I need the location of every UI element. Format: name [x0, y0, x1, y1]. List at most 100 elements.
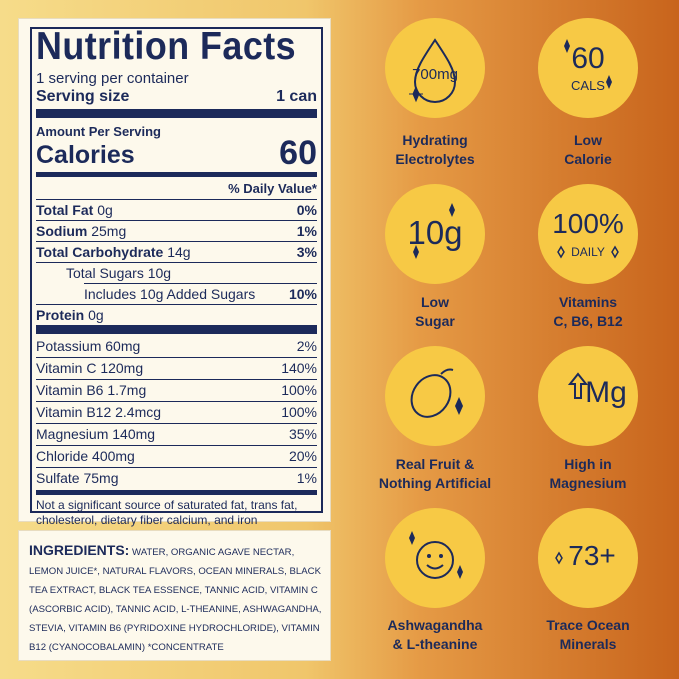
- calories-badge: 60 CALS: [538, 18, 638, 118]
- daily-value-header: % Daily Value*: [228, 181, 317, 196]
- divider: [36, 445, 317, 446]
- nutrient-row: Magnesium 140mg 35%: [36, 426, 317, 442]
- divider: [36, 199, 317, 200]
- sugar-caption: Low Sugar: [360, 293, 510, 331]
- sodium-label: Sodium: [36, 223, 88, 239]
- nutrient-row: Vitamin B12 2.4mcg 100%: [36, 404, 317, 420]
- nutrient-name: Sulfate 75mg: [36, 470, 119, 486]
- badge-caption-line: High in: [564, 456, 612, 472]
- divider: [36, 401, 317, 402]
- drop-icon: [409, 38, 457, 103]
- magnesium-symbol: Mg: [585, 376, 627, 409]
- sodium-row: Sodium 25mg 1%: [36, 223, 317, 239]
- smiley-icon: [409, 531, 463, 579]
- total-sugars: Total Sugars 10g: [66, 265, 172, 281]
- badge-caption-line: Low: [421, 294, 449, 310]
- badge-caption-line: Calorie: [564, 151, 612, 167]
- magnesium-icon: [567, 372, 589, 399]
- thick-divider: [36, 325, 317, 334]
- calories-row: Calories 60: [36, 134, 317, 172]
- carbohydrate-amount: 14g: [167, 244, 191, 260]
- protein-row: Protein 0g: [36, 307, 317, 323]
- divider: [36, 379, 317, 380]
- badge-caption-line: Low: [574, 132, 602, 148]
- calories-caption: Low Calorie: [513, 131, 663, 169]
- total-fat-row: Total Fat 0g 0%: [36, 202, 317, 218]
- calories-label: Calories: [36, 141, 135, 169]
- badge-caption-line: Vitamins: [558, 294, 618, 310]
- nutrient-name: Vitamin B6 1.7mg: [36, 382, 147, 398]
- nutrient-dv: 35%: [288, 426, 317, 442]
- divider: [84, 283, 317, 284]
- ingredients-list: WATER, ORGANIC AGAVE NECTAR, LEMON JUICE…: [29, 547, 322, 653]
- daily-label: DAILY: [571, 245, 605, 259]
- added-sugars-dv: 10%: [288, 286, 317, 302]
- nutrient-dv: 100%: [281, 382, 317, 398]
- fruit-badge: [385, 346, 485, 446]
- minerals-caption: Trace Ocean Minerals: [513, 616, 663, 654]
- calories-value: 60: [279, 134, 317, 172]
- vitamins-badge: 100% DAILY: [538, 184, 638, 284]
- total-fat-label: Total Fat: [36, 202, 94, 218]
- thick-divider: [36, 109, 317, 118]
- nutrient-dv: 1%: [296, 470, 317, 486]
- divider: [36, 220, 317, 221]
- sodium-dv: 1%: [296, 223, 317, 239]
- medium-divider: [36, 172, 317, 177]
- minerals-count: 73+: [568, 540, 616, 571]
- nutrient-dv: 2%: [296, 338, 317, 354]
- fruit-caption: Real Fruit & Nothing Artificial: [360, 455, 510, 493]
- divider: [36, 241, 317, 242]
- footnote-line: cholesterol, dietary fiber calcium, and …: [36, 513, 258, 527]
- divider: [36, 423, 317, 424]
- footnote: Not a significant source of saturated fa…: [36, 498, 317, 528]
- servings-per-container: 1 serving per container: [36, 70, 189, 87]
- nutrient-row: Sulfate 75mg 1%: [36, 470, 317, 486]
- divider: [36, 357, 317, 358]
- ashwagandha-badge: [385, 508, 485, 608]
- added-sugars-row: Includes 10g Added Sugars 10%: [84, 286, 317, 302]
- calories-number: 60: [571, 42, 605, 75]
- electrolytes-badge: 700mg: [385, 18, 485, 118]
- badge-caption-line: Minerals: [559, 636, 617, 652]
- magnesium-badge: Mg: [538, 346, 638, 446]
- magnesium-caption: High in Magnesium: [513, 455, 663, 493]
- protein-amount: 0g: [88, 307, 104, 323]
- nutrient-row: Vitamin C 120mg 140%: [36, 360, 317, 376]
- minerals-icon: [555, 551, 563, 565]
- carbohydrate-row: Total Carbohydrate 14g 3%: [36, 244, 317, 260]
- nutrient-row: Vitamin B6 1.7mg 100%: [36, 382, 317, 398]
- footnote-line: Not a significant source of saturated fa…: [36, 498, 298, 512]
- sugar-badge: 10g: [385, 184, 485, 284]
- divider: [36, 304, 317, 305]
- ashwagandha-caption: Ashwagandha & L-theanine: [360, 616, 510, 654]
- badge-caption-line: Ashwagandha: [387, 617, 483, 633]
- nutrient-name: Potassium 60mg: [36, 338, 141, 354]
- nutrient-dv: 100%: [281, 404, 317, 420]
- lemon-icon: [410, 368, 463, 418]
- nutrient-name: Chloride 400mg: [36, 448, 135, 464]
- serving-size-row: Serving size 1 can: [36, 88, 317, 106]
- ingredients-text-block: INGREDIENTS: WATER, ORGANIC AGAVE NECTAR…: [29, 541, 322, 657]
- sodium-amount: 25mg: [91, 223, 127, 239]
- nutrient-row: Potassium 60mg 2%: [36, 338, 317, 354]
- vitamins-caption: Vitamins C, B6, B12: [513, 293, 663, 331]
- badge-caption-line: Hydrating: [402, 132, 468, 148]
- protein-label: Protein: [36, 307, 85, 323]
- nutrient-name: Vitamin C 120mg: [36, 360, 144, 376]
- nutrition-facts-panel: Nutrition Facts 1 serving per container …: [18, 18, 331, 527]
- sugar-amount: 10g: [407, 214, 463, 251]
- badge-caption-line: Trace Ocean: [546, 617, 630, 633]
- calories-icon: [564, 39, 612, 89]
- divider: [36, 467, 317, 468]
- nutrition-facts-label: Nutrition Facts 1 serving per container …: [30, 25, 323, 527]
- nutrition-facts-title: Nutrition Facts: [36, 25, 297, 68]
- badge-caption-line: & L-theanine: [392, 636, 478, 652]
- sugar-icon: [413, 203, 455, 259]
- total-fat-amount: 0g: [97, 202, 113, 218]
- badge-caption-line: Magnesium: [549, 475, 627, 491]
- badge-caption-line: Sugar: [415, 313, 455, 329]
- serving-size-label: Serving size: [36, 88, 130, 105]
- calories-unit: CALS: [571, 78, 605, 93]
- badge-caption-line: Electrolytes: [395, 151, 475, 167]
